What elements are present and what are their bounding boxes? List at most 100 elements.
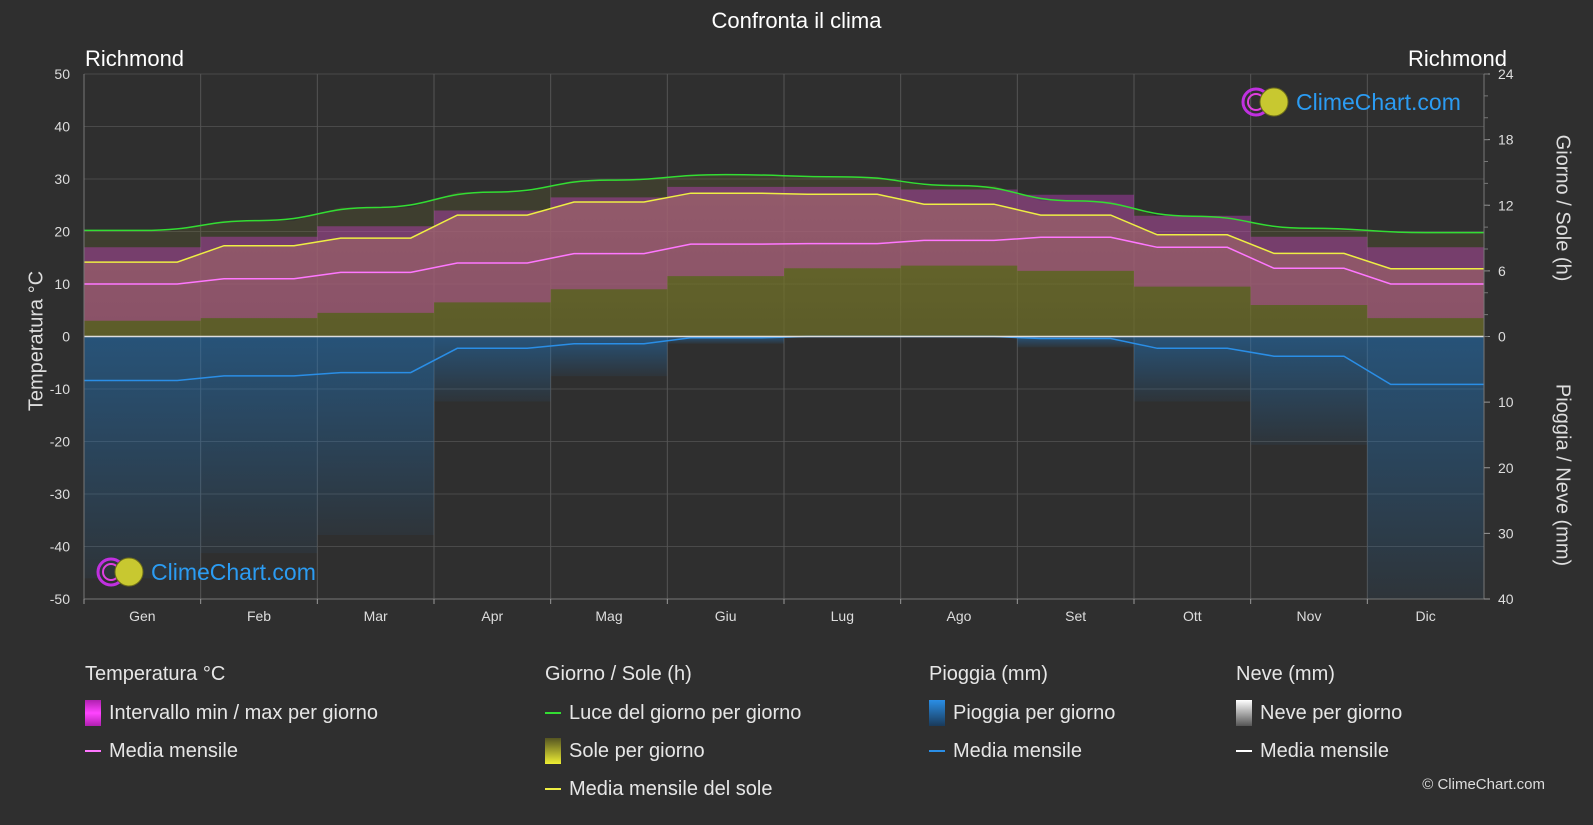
right-top-tick-label: 12 xyxy=(1498,197,1514,213)
chart-title: Confronta il clima xyxy=(711,8,882,33)
temp-range-bar xyxy=(1250,236,1368,305)
legend-item-temp-mean: Media mensile xyxy=(85,738,378,764)
legend-item-daylight: Luce del giorno per giorno xyxy=(545,700,801,726)
left-tick-label: 40 xyxy=(54,119,70,135)
climechart-logo-icon xyxy=(1241,87,1289,117)
legend-group-daylight-sun: Giorno / Sole (h) Luce del giorno per gi… xyxy=(545,663,801,814)
daylight-line xyxy=(84,173,1484,234)
legend-swatch xyxy=(1236,750,1252,752)
legend-swatch xyxy=(929,700,945,726)
month-label: Dic xyxy=(1416,608,1436,624)
climechart-logo-top[interactable]: ClimeChart.com xyxy=(1240,86,1461,118)
month-label: Feb xyxy=(247,608,271,624)
month-label: Gen xyxy=(129,608,155,624)
legend-label: Luce del giorno per giorno xyxy=(569,701,802,724)
legend-group-title: Giorno / Sole (h) xyxy=(545,663,692,685)
month-label: Mar xyxy=(364,608,388,624)
legend-swatch xyxy=(1236,700,1252,726)
right-top-tick-label: 6 xyxy=(1498,263,1506,279)
legend-label: Intervallo min / max per giorno xyxy=(109,701,379,724)
legend-item-rain: Pioggia per giorno xyxy=(929,700,1115,726)
legend-group-title: Neve (mm) xyxy=(1236,663,1335,685)
rain-bar xyxy=(1250,336,1368,445)
left-tick-label: 20 xyxy=(54,224,70,240)
climechart-logo-bottom[interactable]: ClimeChart.com xyxy=(95,556,316,588)
legend-group-rain: Pioggia (mm) Pioggia per giorno Media me… xyxy=(929,663,1115,776)
legend-item-rain-mean: Media mensile xyxy=(929,738,1115,764)
sunshine-mean-line xyxy=(84,192,1484,270)
temp-range-bar xyxy=(434,210,551,303)
legend-item-sun-mean: Media mensile del sole xyxy=(545,776,801,802)
left-tick-label: 30 xyxy=(54,171,70,187)
logo-text: ClimeChart.com xyxy=(151,558,316,585)
month-label: Giu xyxy=(715,608,737,624)
legend-swatch xyxy=(929,750,945,752)
legend-group-title: Temperatura °C xyxy=(85,663,226,685)
temp-range-bar xyxy=(784,186,901,269)
legend-label: Media mensile del sole xyxy=(569,777,773,800)
left-tick-label: 0 xyxy=(62,329,70,345)
legend-swatch xyxy=(85,750,101,752)
month-label: Lug xyxy=(831,608,854,624)
legend-item-sunshine: Sole per giorno xyxy=(545,738,801,764)
legend-group-snow: Neve (mm) Neve per giorno Media mensile xyxy=(1236,663,1402,776)
left-tick-label: 50 xyxy=(54,66,70,82)
temp-range-bar xyxy=(1134,215,1251,287)
right-bottom-tick-label: 10 xyxy=(1498,394,1514,410)
legend-item-temp-range: Intervallo min / max per giorno xyxy=(85,700,378,726)
rain-bar xyxy=(1017,336,1134,348)
rain-bar xyxy=(667,336,784,344)
temp-range-bar xyxy=(200,236,318,319)
legend-label: Sole per giorno xyxy=(569,739,705,762)
rain-bar xyxy=(200,336,318,554)
temp-range-bar xyxy=(1017,194,1134,271)
left-tick-label: -50 xyxy=(50,591,70,607)
legend-label: Pioggia per giorno xyxy=(953,701,1116,724)
month-label: Ago xyxy=(947,608,972,624)
location-right: Richmond xyxy=(1407,46,1507,71)
temperature-mean-line xyxy=(84,236,1484,285)
right-bottom-tick-label: 30 xyxy=(1498,525,1514,541)
legend-group-title: Pioggia (mm) xyxy=(929,663,1048,685)
location-left: Richmond xyxy=(85,46,185,71)
legend-swatch xyxy=(85,700,101,726)
month-label: Ott xyxy=(1183,608,1202,624)
right-top-tick-label: 0 xyxy=(1498,329,1506,345)
right-top-tick-label: 24 xyxy=(1498,66,1514,82)
rain-bar xyxy=(1134,336,1251,402)
sunshine-area xyxy=(84,193,1484,337)
month-label: Apr xyxy=(481,608,503,624)
left-tick-label: -30 xyxy=(50,486,70,502)
legend-label: Media mensile xyxy=(1260,739,1389,762)
temp-range-bar xyxy=(667,186,784,277)
climechart-logo-icon xyxy=(96,557,144,587)
right-top-tick-label: 18 xyxy=(1498,132,1514,148)
left-tick-label: -10 xyxy=(50,381,70,397)
rain-bar xyxy=(84,336,201,579)
month-label: Nov xyxy=(1297,608,1322,624)
right-bottom-tick-label: 20 xyxy=(1498,460,1514,476)
daylight-area xyxy=(84,174,1484,337)
left-tick-label: -40 xyxy=(50,539,70,555)
temp-range-bar xyxy=(317,226,434,313)
right-bottom-tick-label: 40 xyxy=(1498,591,1514,607)
legend-label: Neve per giorno xyxy=(1260,701,1403,724)
temp-range-bar xyxy=(900,189,1018,266)
legend-swatch xyxy=(545,712,561,714)
copyright-text: © ClimeChart.com xyxy=(1422,776,1545,793)
legend-item-snow: Neve per giorno xyxy=(1236,700,1402,726)
legend-swatch xyxy=(545,738,561,764)
left-tick-label: 10 xyxy=(54,276,70,292)
legend-item-snow-mean: Media mensile xyxy=(1236,738,1402,764)
month-label: Mag xyxy=(595,608,622,624)
legend-swatch xyxy=(545,788,561,790)
rain-bar xyxy=(1367,336,1484,599)
legend-group-temperature: Temperatura °C Intervallo min / max per … xyxy=(85,663,378,776)
rain-bar xyxy=(434,336,551,402)
rain-bar xyxy=(317,336,434,536)
legend-label: Media mensile xyxy=(953,739,1082,762)
temp-range-bar xyxy=(550,197,668,290)
left-tick-label: -20 xyxy=(50,434,70,450)
legend-label: Media mensile xyxy=(109,739,238,762)
